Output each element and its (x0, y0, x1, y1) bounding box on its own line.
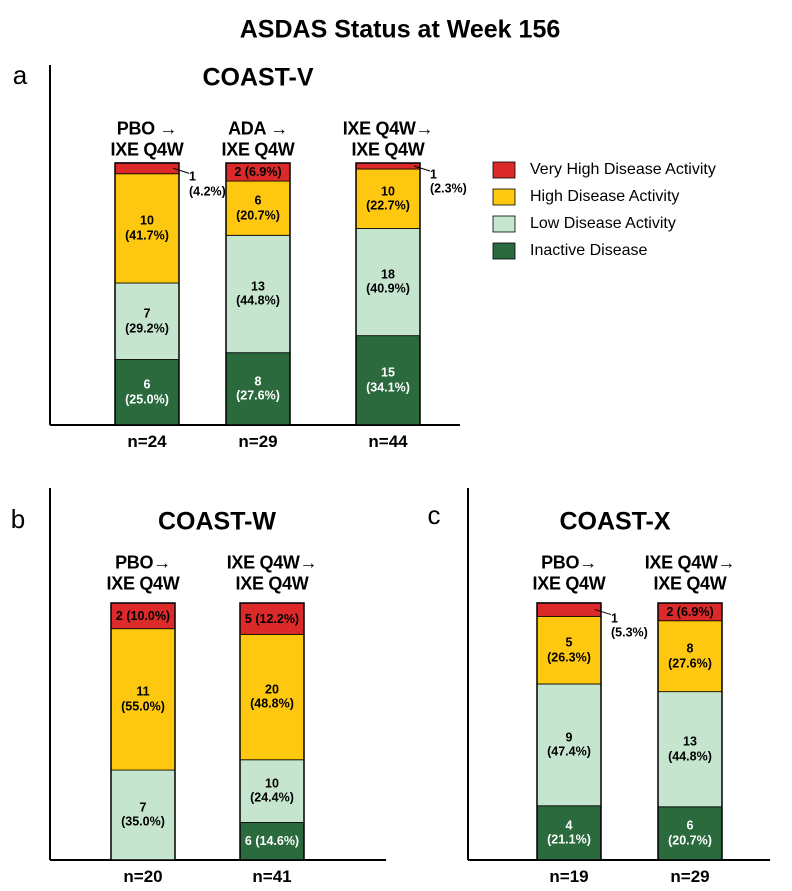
value-label: 20 (48.8%) (250, 682, 294, 712)
panel-letter: a (12, 60, 28, 91)
value-label: 13 (44.8%) (668, 734, 712, 764)
value-label: 10 (41.7%) (125, 213, 169, 243)
bar-segment (657, 691, 723, 808)
panel-title: COAST-W (157, 507, 277, 536)
n-label: n=24 (127, 432, 167, 452)
panel-letter: b (10, 504, 26, 535)
n-label: n=44 (368, 432, 408, 452)
category-label: IXE Q4W→ IXE Q4W (342, 118, 434, 159)
bar-outline (225, 162, 291, 426)
value-label: 7 (35.0%) (121, 800, 165, 830)
bar-outline (355, 162, 421, 426)
bar-segment (239, 602, 305, 635)
value-label: 6 (25.0%) (125, 377, 169, 407)
bar-segment (355, 335, 421, 426)
bar-segment (239, 633, 305, 761)
value-label: 6 (20.7%) (236, 193, 280, 223)
value-label: 2 (10.0%) (115, 608, 171, 623)
bar-segment (114, 162, 180, 175)
category-label: IXE Q4W→ IXE Q4W (644, 552, 736, 593)
bar-segment (239, 822, 305, 861)
value-label: 11 (55.0%) (121, 685, 165, 714)
bar-segment (110, 602, 176, 630)
category-label: PBO→ IXE Q4W (106, 552, 180, 593)
value-label: 1 (4.2%) (189, 169, 226, 199)
category-label: PBO→ IXE Q4W (532, 552, 606, 593)
bar-outline (114, 162, 180, 426)
bar-segment (239, 759, 305, 823)
bar-segment (225, 234, 291, 354)
value-label: 5 (12.2%) (244, 611, 300, 626)
value-label: 6 (20.7%) (668, 819, 712, 848)
value-label: 13 (44.8%) (236, 279, 280, 308)
bar-segment (657, 620, 723, 693)
bar-segment (355, 228, 421, 337)
category-label: IXE Q4W→ IXE Q4W (226, 552, 318, 593)
figure-title: ASDAS Status at Week 156 (239, 15, 561, 44)
value-label: 5 (26.3%) (547, 635, 591, 665)
leader-line (413, 165, 431, 172)
value-label: 4 (21.1%) (547, 818, 591, 847)
bar-segment (536, 683, 602, 807)
category-label: PBO → IXE Q4W (110, 118, 184, 159)
bar-outline (657, 602, 723, 861)
panel-title: COAST-X (559, 507, 671, 536)
bar-outline (239, 602, 305, 861)
value-label: 6 (14.6%) (244, 834, 300, 849)
n-label: n=29 (238, 432, 278, 452)
legend-swatch (492, 215, 516, 233)
value-label: 2 (6.9%) (666, 604, 714, 619)
legend-label: Very High Disease Activity (530, 160, 716, 178)
value-label: 7 (29.2%) (125, 306, 169, 336)
value-label: 9 (47.4%) (547, 730, 591, 759)
bar-segment (355, 168, 421, 229)
legend-label: Low Disease Activity (530, 214, 676, 232)
bar-segment (536, 615, 602, 685)
value-label: 1 (5.3%) (611, 611, 648, 640)
value-label: 1 (2.3%) (430, 167, 467, 196)
bar-segment (225, 180, 291, 236)
value-label: 2 (6.9%) (234, 164, 282, 179)
n-label: n=29 (670, 867, 710, 887)
category-label: ADA → IXE Q4W (221, 118, 295, 159)
bar-segment (110, 628, 176, 771)
value-label: 8 (27.6%) (668, 641, 712, 671)
panel-letter: c (427, 500, 441, 531)
value-label: 15 (34.1%) (366, 365, 410, 395)
n-label: n=19 (549, 867, 589, 887)
legend-swatch (492, 161, 516, 179)
value-label: 10 (22.7%) (366, 184, 410, 213)
legend-swatch (492, 188, 516, 206)
leader-line (594, 609, 612, 616)
value-label: 18 (40.9%) (366, 267, 410, 297)
bar-segment (355, 162, 421, 170)
panel-title: COAST-V (202, 63, 314, 92)
legend-label: Inactive Disease (530, 241, 648, 259)
bar-outline (536, 602, 602, 861)
legend-label: High Disease Activity (530, 187, 680, 205)
bar-outline (110, 602, 176, 861)
value-label: 10 (24.4%) (250, 776, 294, 806)
n-label: n=41 (252, 867, 292, 887)
value-label: 8 (27.6%) (236, 374, 280, 403)
leader-line (172, 167, 190, 174)
legend-swatch (492, 242, 516, 260)
n-label: n=20 (123, 867, 163, 887)
bar-segment (536, 602, 602, 617)
bar-segment (110, 769, 176, 861)
